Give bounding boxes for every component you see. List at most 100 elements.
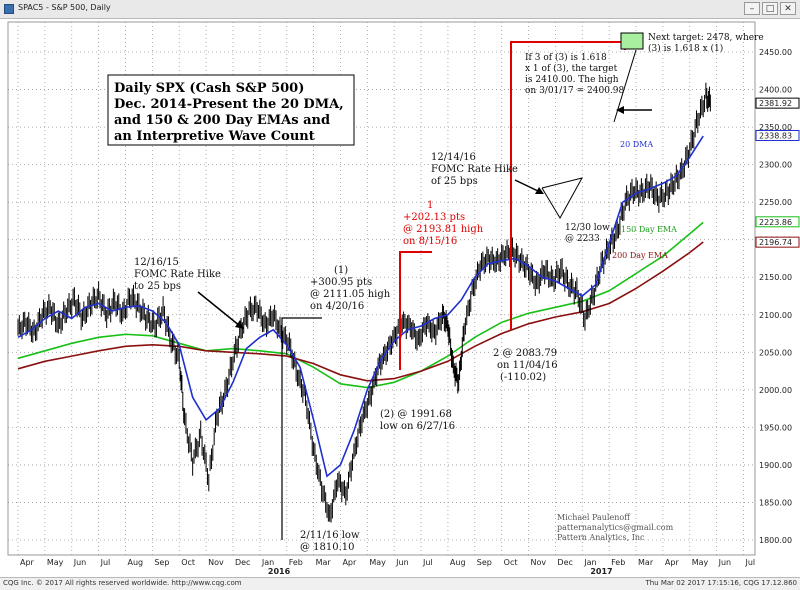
signature-line-3: Pattern Analytics, Inc bbox=[557, 533, 645, 542]
fomc-2016-line-2: FOMC Rate Hike bbox=[431, 164, 518, 175]
fomc-2015-line-3: to 25 bps bbox=[134, 281, 181, 292]
wave-paren-1-line-1: (1) bbox=[334, 265, 348, 276]
y-tick-label: 2350.00 bbox=[759, 123, 792, 132]
150-day-ema-line bbox=[17, 221, 704, 389]
last-value-tag bbox=[755, 216, 800, 228]
triangle-pattern bbox=[541, 177, 583, 220]
x-tick-label: Nov bbox=[208, 558, 224, 567]
x-tick-label: Sep bbox=[154, 558, 169, 567]
chart-title-box: Daily SPX (Cash S&P 500) Dec. 2014-Prese… bbox=[107, 74, 355, 146]
wave-1-line-1: 1 bbox=[427, 200, 433, 211]
y-tick-label: 1950.00 bbox=[759, 423, 792, 432]
fomc-2015-line-1: 12/16/15 bbox=[134, 257, 179, 268]
fomc-2016-arrow bbox=[514, 179, 541, 193]
x-tick-label: Jul bbox=[745, 558, 756, 567]
wave-1-line-2: +202.13 pts bbox=[403, 212, 465, 223]
price-chart: Apr May Jun Jul Aug Sep Oct Nov Dec Jan Feb Mar Apr M… bbox=[7, 21, 800, 576]
x-tick-label: Jun bbox=[395, 558, 409, 567]
wave-paren-1-bracket bbox=[281, 317, 322, 540]
last-value-label: 2338.83 bbox=[759, 131, 792, 140]
status-footer: CQG Inc. © 2017 All rights reserved worl… bbox=[0, 577, 800, 590]
y-tick-label: 2250.00 bbox=[759, 198, 792, 207]
x-tick-label: Apr bbox=[342, 558, 357, 567]
20-dma-line bbox=[17, 135, 704, 478]
fomc-2016-line-1: 12/14/16 bbox=[431, 152, 476, 163]
x-tick-label: Jul bbox=[100, 558, 111, 567]
x-tick-label: Nov bbox=[531, 558, 547, 567]
last-value-tag bbox=[755, 236, 800, 248]
fomc-2016-line-3: of 25 bps bbox=[431, 176, 478, 187]
year-label: 2016 bbox=[268, 567, 291, 576]
last-value-label: 2196.74 bbox=[759, 238, 792, 247]
y-tick-label: 1900.00 bbox=[759, 461, 792, 470]
last-value-label: 2223.86 bbox=[759, 218, 792, 227]
target-label-1: Next target: 2478, where bbox=[648, 33, 764, 43]
last-value-label: 2381.92 bbox=[759, 99, 792, 108]
x-tick-label: Mar bbox=[638, 558, 654, 567]
x-tick-label: Sep bbox=[477, 558, 492, 567]
ema-150-label: 150 Day EMA bbox=[621, 225, 677, 234]
maximize-icon[interactable]: □ bbox=[762, 2, 778, 15]
fib-note-3: is 2410.00. The high bbox=[525, 75, 619, 85]
wave-paren-2-line-1: (2) @ 1991.68 bbox=[380, 409, 452, 420]
low-1230-line-1: 12/30 low bbox=[565, 223, 610, 233]
x-tick-label: Jan bbox=[261, 558, 274, 567]
y-tick-label: 2450.00 bbox=[759, 48, 792, 57]
wave-1-line-4: on 8/15/16 bbox=[403, 236, 457, 247]
minimize-icon[interactable]: – bbox=[744, 2, 760, 15]
wave-2-line-2: on 11/04/16 bbox=[497, 360, 558, 371]
x-tick-label: May bbox=[692, 558, 709, 567]
window-titlebar: SPAC5 - S&P 500, Daily – □ ✕ bbox=[0, 0, 800, 19]
signature-line-1: Michael Paulenoff bbox=[557, 513, 631, 522]
last-value-labels: 2381.92 2338.83 2223.86 2196.74 bbox=[755, 97, 800, 248]
x-axis: Apr May Jun Jul Aug Sep Oct Nov Dec Jan Feb Mar Apr M… bbox=[20, 558, 755, 576]
footer-copyright: CQG Inc. © 2017 All rights reserved worl… bbox=[3, 579, 242, 587]
x-tick-label: May bbox=[369, 558, 386, 567]
footer-timestamp: Thu Mar 02 2017 17:15:16, CQG 17.12.860 bbox=[645, 579, 797, 587]
x-tick-label: Feb bbox=[289, 558, 303, 567]
fib-note-1: If 3 of (3) is 1.618 bbox=[525, 52, 607, 63]
ema-200-label: 200 Day EMA bbox=[612, 251, 668, 260]
signature-line-2: patternanalytics@gmail.com bbox=[557, 523, 674, 532]
chart-title-line-3: and 150 & 200 Day EMAs and bbox=[114, 113, 330, 128]
wave-paren-2-line-2: low on 6/27/16 bbox=[380, 421, 455, 432]
y-tick-label: 2050.00 bbox=[759, 348, 792, 357]
window-title: SPAC5 - S&P 500, Daily bbox=[18, 3, 111, 12]
target-box bbox=[620, 32, 644, 50]
wave-paren-1-line-2: +300.95 pts bbox=[310, 277, 372, 288]
x-tick-label: Aug bbox=[127, 558, 143, 567]
wave-paren-1-line-4: on 4/20/16 bbox=[310, 301, 364, 312]
wave-2-line-3: (-110.02) bbox=[500, 372, 546, 383]
low-1230-line-2: @ 2233 bbox=[565, 234, 600, 244]
y-tick-label: 2300.00 bbox=[759, 161, 792, 170]
x-tick-label: Jun bbox=[718, 558, 732, 567]
window-controls: – □ ✕ bbox=[744, 2, 796, 15]
wave-3-bracket bbox=[510, 41, 625, 330]
chart-title-line-4: an Interpretive Wave Count bbox=[114, 129, 315, 144]
app-icon bbox=[4, 4, 14, 14]
fomc-2015-line-2: FOMC Rate Hike bbox=[134, 269, 221, 280]
x-tick-label: Apr bbox=[20, 558, 35, 567]
low-0211-line-1: 2/11/16 low bbox=[300, 530, 360, 541]
x-tick-label: Dec bbox=[235, 558, 250, 567]
y-tick-label: 1800.00 bbox=[759, 536, 792, 545]
wave-paren-1-line-3: @ 2111.05 high bbox=[310, 289, 391, 300]
close-icon[interactable]: ✕ bbox=[780, 2, 796, 15]
200-day-ema-line bbox=[17, 241, 704, 382]
x-tick-label: Jul bbox=[422, 558, 433, 567]
y-tick-label: 2000.00 bbox=[759, 386, 792, 395]
fib-note-4: on 3/01/17 = 2400.98 bbox=[525, 86, 625, 96]
fib-note-2: x 1 of (3), the target bbox=[525, 63, 618, 74]
x-tick-label: May bbox=[47, 558, 64, 567]
x-tick-label: Dec bbox=[557, 558, 572, 567]
x-tick-label: Jun bbox=[73, 558, 87, 567]
wave-1-line-3: @ 2193.81 high bbox=[403, 224, 484, 235]
last-value-tag bbox=[755, 129, 800, 141]
x-tick-label: Oct bbox=[181, 558, 195, 567]
x-tick-label: Apr bbox=[665, 558, 680, 567]
x-tick-label: Jan bbox=[583, 558, 596, 567]
wave-brackets bbox=[281, 41, 626, 540]
wave-1-bracket bbox=[399, 251, 432, 370]
chart-title-line-1: Daily SPX (Cash S&P 500) bbox=[114, 81, 304, 96]
low-0211-line-2: @ 1810.10 bbox=[300, 542, 355, 553]
